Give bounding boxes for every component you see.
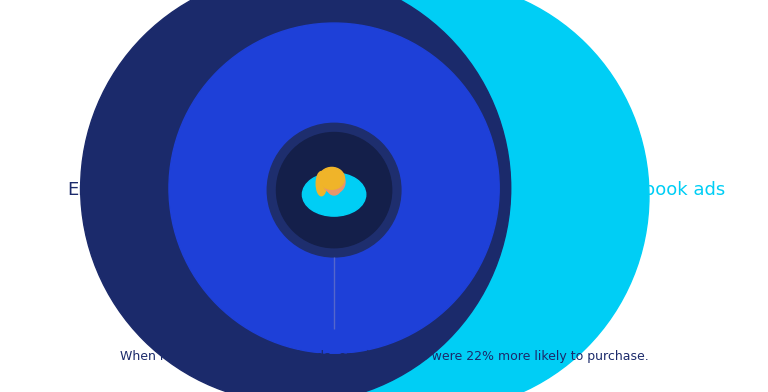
Ellipse shape xyxy=(267,123,401,257)
Ellipse shape xyxy=(276,132,392,248)
Text: Email: Email xyxy=(67,181,118,199)
Ellipse shape xyxy=(316,172,326,196)
Ellipse shape xyxy=(319,167,344,189)
Ellipse shape xyxy=(323,171,345,193)
Text: Facebook ads: Facebook ads xyxy=(603,181,726,199)
Ellipse shape xyxy=(219,0,649,392)
Ellipse shape xyxy=(81,0,511,392)
Text: When reached with Facebook ads, email openers were 22% more likely to purchase.: When reached with Facebook ads, email op… xyxy=(120,350,648,363)
Ellipse shape xyxy=(169,23,499,353)
Ellipse shape xyxy=(328,182,340,195)
Ellipse shape xyxy=(303,173,366,216)
